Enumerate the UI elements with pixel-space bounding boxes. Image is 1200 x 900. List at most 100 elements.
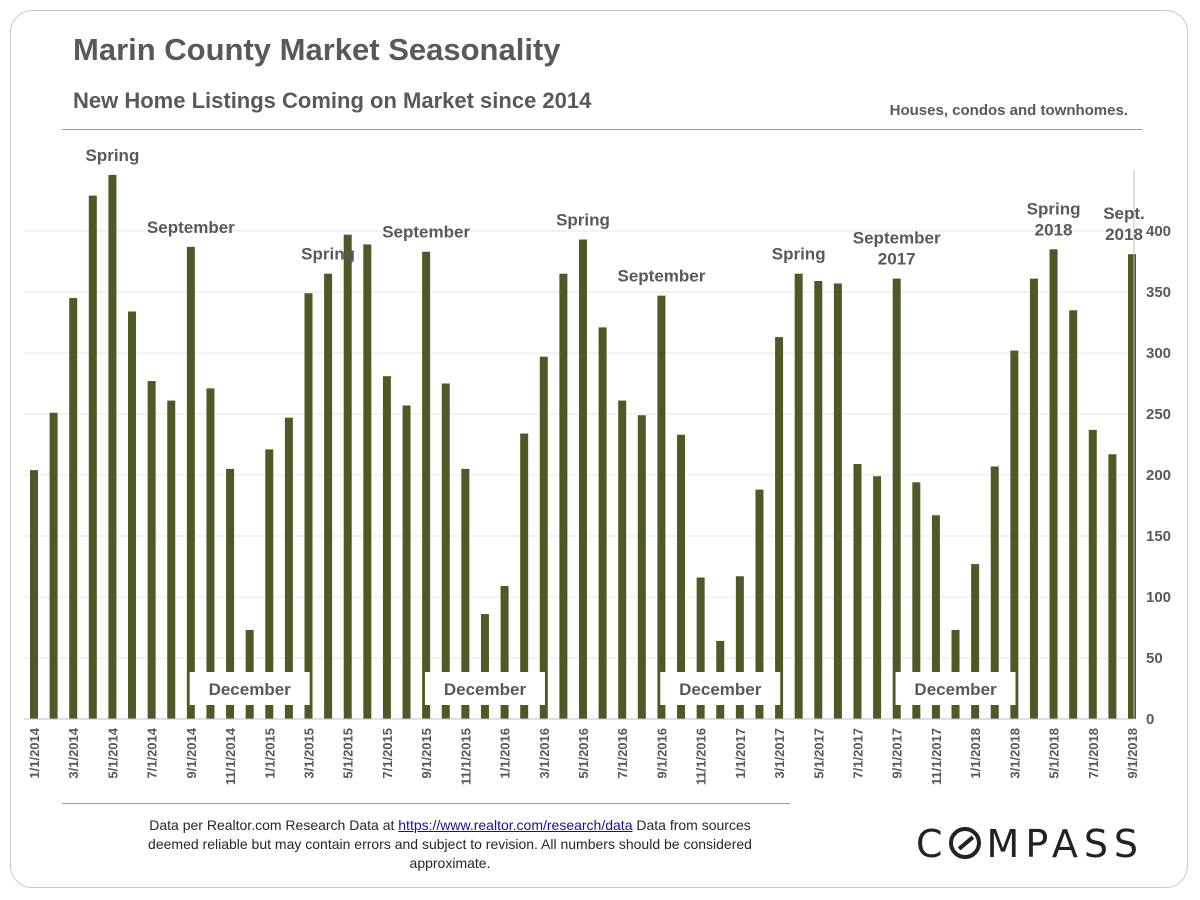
annotation-label: Spring [86,146,140,165]
annotation-label: September [382,223,470,242]
y-tick-label: 200 [1146,467,1171,484]
y-tick-label: 0 [1146,711,1154,728]
annotation-label: Spring [772,245,826,264]
x-tick-label: 7/1/2014 [145,727,160,778]
chart-subtitle: New Home Listings Coming on Market since… [73,88,592,113]
y-tick-label: 100 [1146,589,1171,606]
annotation-label: December [444,680,527,699]
x-tick-label: 7/1/2016 [615,728,630,779]
x-tick-label: 3/1/2018 [1007,728,1022,779]
x-tick-label: 1/1/2016 [498,728,513,779]
bar [382,376,391,719]
bar [892,278,901,719]
bar [186,246,195,720]
bar [990,466,999,719]
bar [618,400,627,719]
bar [343,234,352,719]
bar [167,400,176,719]
y-tick-label: 300 [1146,345,1171,362]
bar [833,283,842,719]
y-tick-label: 250 [1146,406,1171,423]
bottom-divider [62,803,790,804]
bar [324,273,333,719]
december-label-box [189,672,310,705]
bar [1069,310,1078,719]
bar [814,281,823,719]
x-tick-label: 9/1/2014 [184,727,199,778]
bar [696,577,705,719]
x-tick-label: 3/1/2017 [772,728,787,779]
bar [284,417,293,719]
annotation-label: September 2017 [853,229,941,269]
y-tick-label: 150 [1146,528,1171,545]
bar [441,383,450,719]
chart-note: Houses, condos and townhomes. [889,102,1128,119]
x-tick-label: 11/1/2016 [694,728,709,785]
bar [304,293,313,719]
bar [579,239,587,720]
bar [735,576,744,719]
bar [971,564,980,719]
bar [49,412,58,719]
bar [1108,454,1117,719]
bar [30,470,38,719]
annotation-label: Spring 2018 [1027,199,1081,239]
bar [265,449,274,719]
bar [461,468,470,719]
x-tick-label: 9/1/2016 [654,728,669,779]
x-tick-label: 11/1/2017 [929,728,944,785]
x-tick-label: 9/1/2017 [890,728,905,779]
bar [755,489,764,719]
x-tick-label: 7/1/2018 [1086,728,1101,779]
bar [1049,249,1058,720]
annotation-label: September [617,267,705,286]
bar [363,244,372,720]
x-tick-label: 7/1/2015 [380,728,395,779]
x-tick-label: 1/1/2018 [968,728,983,779]
annotation-label: December [679,680,762,699]
y-tick-label: 350 [1146,284,1171,301]
bar [931,515,940,719]
bar [128,311,137,719]
bar [677,434,686,719]
x-tick-label: 9/1/2018 [1125,728,1140,779]
bar [598,327,607,719]
x-tick-label: 11/1/2015 [458,728,473,785]
x-tick-label: 7/1/2017 [851,728,866,779]
bar [794,273,803,719]
annotation-label: December [914,680,997,699]
x-tick-label: 3/1/2014 [66,727,81,778]
december-label-box [424,672,545,705]
bar [1029,278,1038,719]
annotation-label: September [147,218,235,237]
bar [402,405,411,719]
x-tick-label: 5/1/2017 [811,728,826,779]
x-tick-label: 5/1/2014 [105,727,120,778]
bar [657,295,666,719]
bar [520,433,529,719]
compass-logo: C MPASS [916,822,1145,866]
x-tick-label: 11/1/2014 [223,727,238,785]
bar [500,586,509,719]
x-tick-label: 3/1/2016 [537,728,552,779]
annotation-label: Spring [301,245,355,264]
bar [108,174,117,719]
annotation-label: Sept. 2018 [1103,204,1145,244]
bar [853,464,862,719]
footnote-text-end: Data from sources deemed reliable but ma… [148,817,752,871]
bar [873,476,882,719]
bar [775,337,784,719]
x-tick-label: 5/1/2018 [1047,728,1062,779]
bar [226,468,235,719]
source-footnote: Data per Realtor.com Research Data at ht… [130,816,770,873]
bar [912,482,921,719]
bar [147,381,156,719]
bar [69,298,78,719]
x-tick-label: 9/1/2015 [419,728,434,779]
x-tick-label: 5/1/2015 [341,728,356,779]
bar [422,251,431,720]
bar [559,273,568,719]
bar [1088,429,1097,719]
source-link[interactable]: https://www.realtor.com/research/data [398,817,633,833]
